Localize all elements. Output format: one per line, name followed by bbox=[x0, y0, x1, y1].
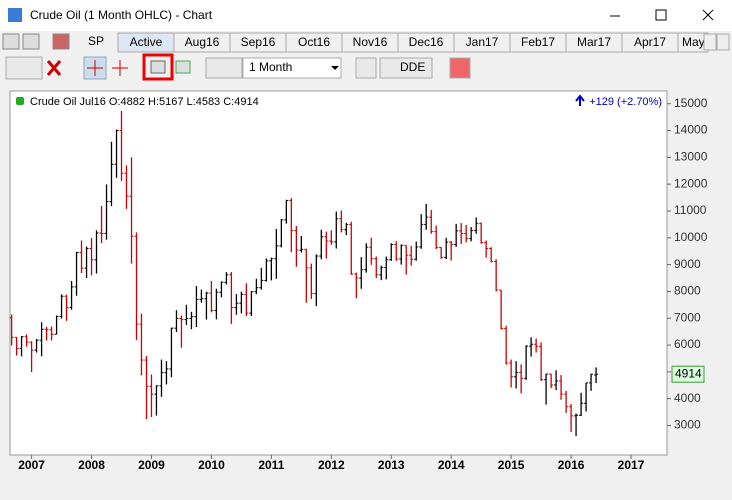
table-button[interactable] bbox=[355, 57, 377, 79]
close-button[interactable] bbox=[702, 9, 714, 21]
chart-header: Crude Oil Jul16 O:4882 H:5167 L:4583 C:4… bbox=[30, 96, 259, 108]
period-dropdown[interactable] bbox=[242, 57, 342, 79]
chart-icon[interactable] bbox=[52, 33, 70, 50]
study-icon[interactable] bbox=[175, 60, 191, 74]
last-price-label: 4914 bbox=[675, 366, 702, 380]
delete-button[interactable] bbox=[46, 60, 62, 76]
y-tick-label: 4000 bbox=[674, 391, 701, 405]
tab-label: Dec16 bbox=[409, 35, 444, 49]
highlighted-button[interactable] bbox=[142, 53, 174, 81]
x-tick-label: 2014 bbox=[438, 458, 465, 472]
dde-text: DDE bbox=[400, 60, 425, 74]
y-tick-label: 7000 bbox=[674, 310, 701, 324]
y-tick-label: 13000 bbox=[674, 150, 708, 164]
x-tick-label: 2010 bbox=[198, 458, 225, 472]
y-tick-label: 8000 bbox=[674, 284, 701, 298]
crosshair-icon bbox=[87, 60, 103, 76]
x-tick-label: 2013 bbox=[378, 458, 405, 472]
maximize-button[interactable] bbox=[655, 9, 667, 21]
x-tick-label: 2011 bbox=[258, 458, 284, 472]
x-tick-label: 2012 bbox=[318, 458, 345, 472]
zoom-icon bbox=[150, 60, 166, 74]
color-button[interactable] bbox=[449, 57, 471, 79]
tab-label: Feb17 bbox=[521, 35, 555, 49]
tab-label: Sep16 bbox=[241, 35, 276, 49]
y-tick-label: 9000 bbox=[674, 257, 701, 271]
up-arrow bbox=[575, 94, 585, 106]
y-tick-label: 10000 bbox=[674, 230, 708, 244]
symbol-selector[interactable]: SP bbox=[88, 34, 104, 48]
app-icon bbox=[8, 8, 22, 22]
y-tick-label: 3000 bbox=[674, 418, 701, 432]
tool-icon[interactable] bbox=[2, 33, 20, 50]
tab-label: Nov16 bbox=[353, 35, 388, 49]
scroll-left[interactable] bbox=[703, 33, 717, 51]
x-tick-label: 2008 bbox=[78, 458, 105, 472]
y-tick-label: 11000 bbox=[674, 203, 707, 217]
tab-label: Oct16 bbox=[298, 35, 330, 49]
x-tick-label: 2016 bbox=[558, 458, 585, 472]
dropdown-arrow bbox=[331, 66, 339, 70]
y-tick-label: 12000 bbox=[674, 176, 708, 190]
tab-label: May bbox=[682, 35, 705, 49]
window-title: Crude Oil (1 Month OHLC) - Chart bbox=[30, 8, 213, 22]
scroll-right[interactable] bbox=[716, 33, 730, 51]
plot-area bbox=[9, 90, 668, 456]
print-icon[interactable] bbox=[22, 33, 40, 50]
x-tick-label: 2007 bbox=[18, 458, 45, 472]
x-tick-label: 2017 bbox=[618, 458, 645, 472]
tab-label: Apr17 bbox=[634, 35, 666, 49]
pointer-button[interactable] bbox=[5, 56, 43, 80]
tab-label: Jan17 bbox=[466, 35, 499, 49]
x-tick-label: 2009 bbox=[138, 458, 165, 472]
x-tick-label: 2015 bbox=[498, 458, 525, 472]
tab-label: Active bbox=[130, 35, 163, 49]
tab-label: Mar17 bbox=[577, 35, 611, 49]
y-tick-label: 15000 bbox=[674, 96, 708, 110]
y-tick-label: 14000 bbox=[674, 123, 708, 137]
y-tick-label: 6000 bbox=[674, 337, 701, 351]
status-dot bbox=[16, 97, 24, 105]
dde-button[interactable] bbox=[379, 57, 433, 79]
bar-type-button[interactable] bbox=[205, 57, 243, 79]
last-price-box bbox=[671, 365, 705, 383]
cursor-icon[interactable] bbox=[112, 60, 128, 76]
period-text: 1 Month bbox=[249, 60, 292, 74]
change-text: +129 (+2.70%) bbox=[589, 96, 662, 108]
tab-label: Aug16 bbox=[185, 35, 220, 49]
